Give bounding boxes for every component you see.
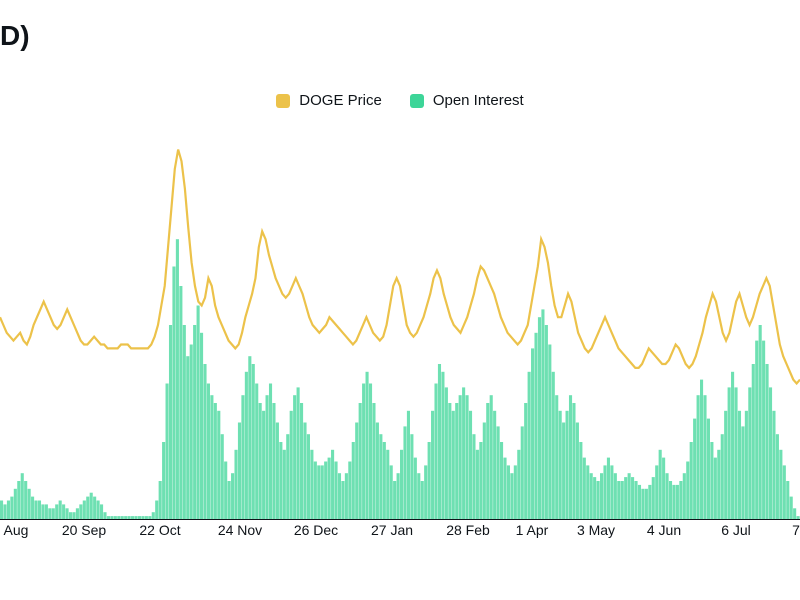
legend-label-price: DOGE Price [299, 92, 382, 109]
legend-swatch-oi [410, 94, 424, 108]
x-tick: 1 Apr [516, 522, 549, 538]
legend-swatch-price [276, 94, 290, 108]
legend-item-oi: Open Interest [410, 92, 524, 109]
x-tick: 6 Jul [721, 522, 751, 538]
x-tick: 3 May [577, 522, 615, 538]
chart-area: Aug 20 Sep 22 Oct 24 Nov 26 Dec 27 Jan 28 Feb 1… [0, 130, 800, 550]
x-tick: 26 Dec [294, 522, 338, 538]
x-tick: 27 Jan [371, 522, 413, 538]
x-tick: 22 Oct [139, 522, 180, 538]
chart-title-fragment: D) [0, 20, 30, 52]
legend-label-oi: Open Interest [433, 92, 524, 109]
x-tick: 4 Jun [647, 522, 681, 538]
x-tick: 20 Sep [62, 522, 106, 538]
x-tick: 28 Feb [446, 522, 490, 538]
legend-item-price: DOGE Price [276, 92, 382, 109]
x-tick: Aug [4, 522, 29, 538]
x-tick: 7 [792, 522, 800, 538]
chart-plot [0, 130, 800, 520]
legend: DOGE Price Open Interest [0, 92, 800, 109]
x-axis: Aug 20 Sep 22 Oct 24 Nov 26 Dec 27 Jan 28 Feb 1… [0, 522, 800, 550]
x-tick: 24 Nov [218, 522, 262, 538]
